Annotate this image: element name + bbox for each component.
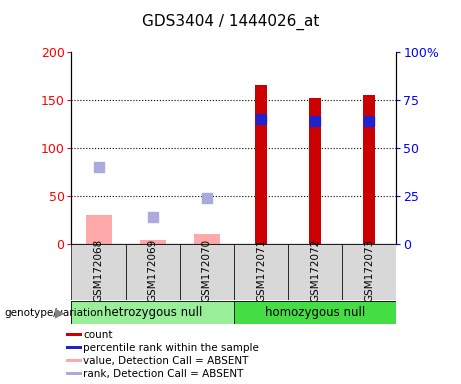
Bar	[125, 244, 180, 300]
Bar	[66, 359, 82, 362]
Point	[312, 118, 319, 124]
Bar	[288, 244, 342, 300]
Bar	[180, 244, 234, 300]
Text: GSM172069: GSM172069	[148, 239, 158, 302]
Text: percentile rank within the sample: percentile rank within the sample	[83, 343, 259, 353]
Text: GSM172070: GSM172070	[202, 239, 212, 302]
Text: genotype/variation: genotype/variation	[5, 308, 104, 318]
Bar	[363, 95, 375, 244]
Text: GSM172072: GSM172072	[310, 239, 320, 302]
Point	[366, 118, 373, 124]
Bar	[194, 234, 220, 244]
Bar	[255, 86, 267, 244]
Text: GSM172073: GSM172073	[364, 239, 374, 302]
Point	[257, 116, 265, 122]
Bar	[66, 372, 82, 375]
Text: ▶: ▶	[55, 306, 65, 319]
Text: homozygous null: homozygous null	[265, 306, 365, 319]
Bar	[309, 98, 321, 244]
Bar	[342, 244, 396, 300]
Point	[149, 214, 156, 220]
Text: GDS3404 / 1444026_at: GDS3404 / 1444026_at	[142, 13, 319, 30]
Bar	[234, 301, 396, 324]
Text: count: count	[83, 330, 112, 340]
Bar	[234, 244, 288, 300]
Text: GSM172068: GSM172068	[94, 239, 104, 302]
Bar	[86, 215, 112, 244]
Bar	[66, 333, 82, 336]
Text: hetrozygous null: hetrozygous null	[104, 306, 202, 319]
Bar	[71, 244, 125, 300]
Bar	[66, 346, 82, 349]
Bar	[71, 301, 234, 324]
Bar	[140, 240, 165, 244]
Text: GSM172071: GSM172071	[256, 239, 266, 302]
Text: rank, Detection Call = ABSENT: rank, Detection Call = ABSENT	[83, 369, 243, 379]
Point	[203, 195, 211, 201]
Point	[95, 164, 102, 170]
Text: value, Detection Call = ABSENT: value, Detection Call = ABSENT	[83, 356, 248, 366]
